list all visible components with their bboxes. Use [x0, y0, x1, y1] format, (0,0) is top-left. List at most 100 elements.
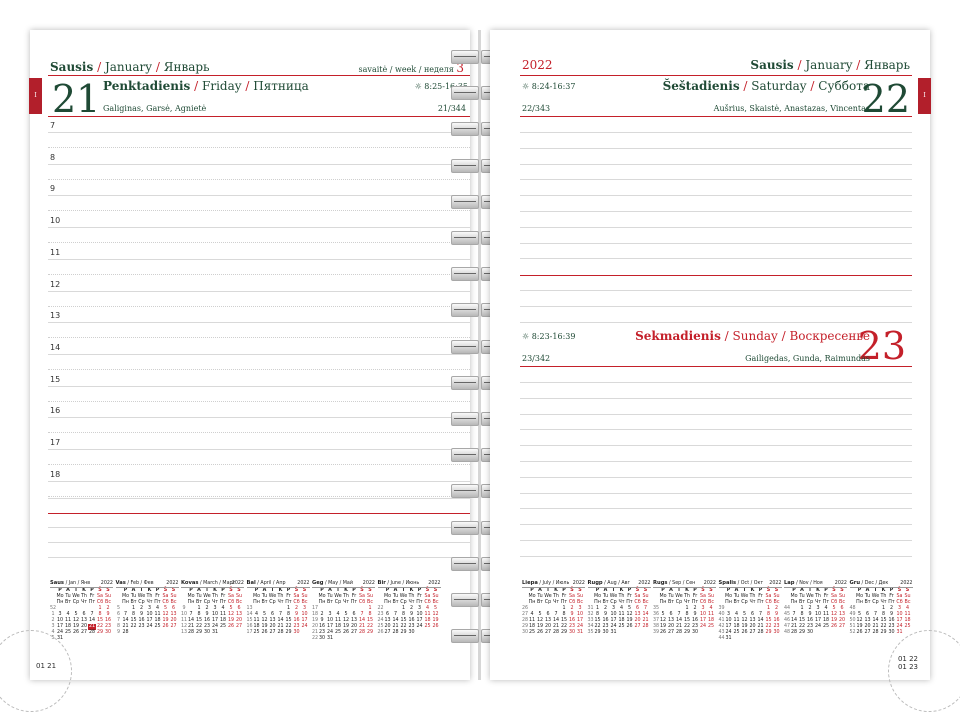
mini-day[interactable]: 12 [856, 618, 863, 623]
mini-day[interactable]: 7 [189, 612, 193, 617]
mini-day[interactable]: 25 [219, 624, 227, 629]
mini-day[interactable]: 2 [570, 606, 574, 611]
mini-day[interactable]: 11 [424, 612, 431, 617]
mini-day[interactable]: 8 [401, 612, 406, 617]
mini-day[interactable]: 20 [667, 624, 675, 629]
mini-day[interactable]: 24 [146, 624, 153, 629]
mini-day[interactable]: 10 [56, 618, 64, 623]
note-line[interactable] [520, 555, 912, 557]
mini-day[interactable]: 2 [205, 606, 209, 611]
mini-day[interactable]: 6 [865, 612, 870, 617]
mini-day[interactable]: 28 [757, 630, 764, 635]
mini-day[interactable]: 19 [741, 624, 748, 629]
mini-day[interactable]: 2 [294, 606, 299, 611]
mini-day[interactable]: 26 [162, 624, 169, 629]
mini-day[interactable]: 11 [733, 618, 740, 623]
mini-day[interactable]: 23 [773, 624, 780, 629]
mini-day[interactable]: 28 [675, 630, 683, 635]
mini-day[interactable]: 10 [326, 618, 334, 623]
mini-day[interactable]: 12 [626, 612, 633, 617]
mini-day[interactable]: 9 [294, 612, 299, 617]
mini-day[interactable]: 14 [552, 618, 560, 623]
mini-day[interactable]: 3 [816, 606, 820, 611]
mini-day[interactable]: 19 [830, 618, 838, 623]
mini-day[interactable]: 26 [261, 630, 268, 635]
mini-day[interactable]: 3 [58, 612, 62, 617]
mini-day[interactable]: 18 [154, 618, 161, 623]
mini-day[interactable]: 2 [320, 612, 324, 617]
mini-day[interactable]: 13 [544, 618, 552, 623]
mini-day[interactable]: 25 [904, 624, 911, 629]
mini-day[interactable]: 13 [864, 618, 871, 623]
mini-day[interactable]: 28 [642, 624, 649, 629]
mini-day[interactable]: 27 [384, 630, 391, 635]
mini-day[interactable]: 2 [603, 606, 608, 611]
mini-day[interactable]: 9 [205, 612, 209, 617]
mini-day[interactable]: 27 [634, 624, 641, 629]
mini-day[interactable]: 29 [880, 630, 887, 635]
mini-day[interactable]: 24 [211, 624, 219, 629]
mini-day[interactable]: 31 [211, 630, 219, 635]
mini-day[interactable]: 24 [610, 624, 617, 629]
mini-day[interactable]: 8 [368, 612, 372, 617]
mini-day[interactable]: 1 [98, 606, 102, 611]
mini-day[interactable]: 20 [384, 624, 391, 629]
mini-day[interactable]: 3 [328, 612, 332, 617]
mini-day[interactable]: 25 [528, 630, 536, 635]
mini-day[interactable]: 12 [72, 618, 80, 623]
mini-day[interactable]: 6 [750, 612, 755, 617]
mini-day[interactable]: 16 [104, 618, 112, 623]
mini-day[interactable]: 10 [610, 612, 617, 617]
mini-day[interactable]: 6 [840, 606, 844, 611]
mini-day[interactable]: 20 [864, 624, 871, 629]
mini-day[interactable]: 7 [873, 612, 878, 617]
mini-day[interactable]: 12 [830, 612, 838, 617]
mini-day[interactable]: 25 [618, 624, 625, 629]
mini-day[interactable]: 15 [880, 618, 887, 623]
note-line[interactable] [48, 542, 470, 543]
mini-day[interactable]: 25 [334, 630, 342, 635]
mini-day[interactable]: 5 [857, 612, 862, 617]
mini-day[interactable]: 7 [643, 606, 648, 611]
mini-day[interactable]: 18 [707, 618, 715, 623]
mini-day[interactable]: 5 [832, 606, 836, 611]
mini-day[interactable]: 31 [610, 630, 617, 635]
mini-day[interactable]: 11 [707, 612, 715, 617]
mini-day[interactable]: 8 [197, 612, 201, 617]
mini-day[interactable]: 16 [602, 618, 609, 623]
note-line[interactable] [520, 163, 912, 165]
mini-day[interactable]: 19 [227, 618, 235, 623]
mini-day[interactable]: 8 [766, 612, 771, 617]
mini-day[interactable]: 18 [334, 624, 342, 629]
mini-day[interactable]: 25 [253, 630, 260, 635]
mini-day[interactable]: 9 [139, 612, 144, 617]
mini-day[interactable]: 24 [814, 624, 822, 629]
mini-day[interactable]: 22 [798, 624, 806, 629]
mini-day[interactable]: 31 [326, 636, 334, 641]
mini-day[interactable]: 16 [138, 618, 145, 623]
mini-day[interactable]: 8 [685, 612, 689, 617]
mini-day[interactable]: 3 [302, 606, 307, 611]
mini-day[interactable]: 15 [594, 618, 601, 623]
note-line[interactable] [520, 258, 912, 260]
mini-day[interactable]: 9 [409, 612, 414, 617]
mini-day[interactable]: 1 [595, 606, 600, 611]
mini-day[interactable]: 15 [366, 618, 374, 623]
mini-day[interactable]: 26 [227, 624, 235, 629]
mini-day[interactable]: 9 [808, 612, 812, 617]
mini-day[interactable]: 11 [219, 612, 227, 617]
note-line[interactable] [520, 132, 912, 133]
mini-day[interactable]: 26 [536, 630, 544, 635]
note-line[interactable] [520, 445, 912, 447]
mini-day[interactable]: 30 [318, 636, 326, 641]
mini-day[interactable]: 21 [358, 624, 366, 629]
mini-day[interactable]: 11 [822, 612, 830, 617]
mini-day[interactable]: 7 [393, 612, 398, 617]
mini-day[interactable]: 8 [881, 612, 886, 617]
mini-day[interactable]: 3 [417, 606, 422, 611]
mini-day[interactable]: 4 [336, 612, 340, 617]
mini-day[interactable]: 18 [822, 618, 830, 623]
note-line[interactable] [520, 290, 912, 291]
note-line[interactable] [520, 305, 912, 307]
mini-day[interactable]: 16 [568, 618, 576, 623]
